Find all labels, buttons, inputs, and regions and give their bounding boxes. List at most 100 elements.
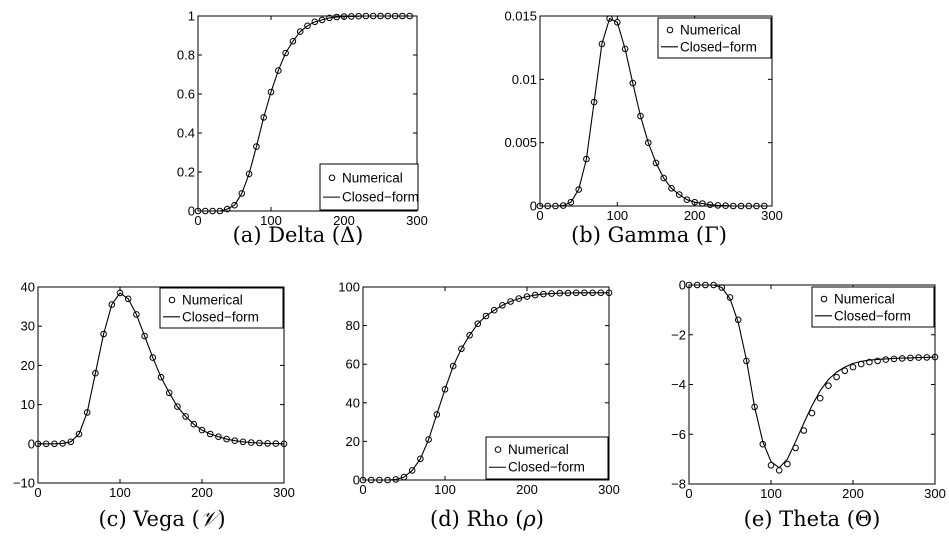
data-point-numerical	[124, 295, 132, 303]
subfigure-caption: (e) Theta (Θ)	[744, 507, 881, 531]
legend-marker-numerical	[494, 446, 502, 453]
legend-marker-numerical	[168, 296, 176, 304]
legend-box	[811, 286, 935, 328]
y-tick-label: −10	[13, 476, 35, 491]
data-point-numerical	[223, 205, 231, 213]
data-point-numerical	[75, 430, 83, 438]
data-point-numerical	[660, 174, 668, 182]
data-point-numerical	[449, 362, 457, 370]
chart-panel-1: 0 100 200 300 0 0.005 0.01 0.015 NumericalClosed…	[504, 9, 782, 248]
data-point-numerical	[882, 356, 890, 363]
y-tick-label: 10	[21, 397, 35, 412]
y-tick-label: −8	[671, 477, 686, 492]
x-tick-label: 200	[333, 213, 355, 228]
legend-box	[485, 436, 609, 480]
data-point-numerical	[408, 467, 416, 474]
data-point-numerical	[296, 28, 304, 35]
series-line-closed-form	[198, 15, 410, 212]
data-point-numerical	[417, 455, 424, 463]
data-point-numerical	[645, 139, 652, 146]
data-point-numerical	[215, 433, 222, 441]
chart-panel-2: 0 100 200 300−10010203040NumericalClosed−fo…	[13, 280, 295, 532]
plot-frame	[539, 15, 773, 207]
x-tick-label: 200	[842, 486, 864, 501]
legend-box	[159, 287, 284, 329]
legend-label-closed-form: Closed−form	[182, 309, 259, 324]
data-point-numerical	[575, 186, 583, 193]
x-tick-label: 100	[760, 486, 782, 501]
legend-label-numerical: Numerical	[834, 292, 895, 307]
y-tick-label: 100	[338, 280, 360, 295]
x-tick-label: 0	[34, 485, 41, 500]
y-tick-label: −4	[671, 377, 686, 392]
data-point-numerical	[206, 430, 214, 438]
data-point-numerical	[425, 436, 432, 443]
y-tick-label: 40	[21, 280, 35, 295]
data-point-numerical	[808, 409, 816, 417]
plot-frame	[37, 286, 285, 484]
y-tick-label: 0	[530, 199, 537, 214]
data-point-numerical	[149, 354, 157, 361]
x-tick-label: 300	[273, 485, 295, 500]
data-point-numerical	[238, 190, 246, 197]
data-point-numerical	[253, 143, 260, 150]
data-point-numerical	[567, 198, 575, 206]
data-point-numerical	[275, 67, 282, 74]
legend-label-numerical: Numerical	[342, 170, 403, 185]
data-point-numerical	[767, 462, 775, 469]
y-tick-label: 0	[188, 204, 195, 219]
y-tick-label: 80	[346, 318, 360, 333]
y-tick-label: 0.4	[177, 126, 195, 141]
x-tick-label: 0	[194, 213, 201, 228]
y-tick-label: 0.6	[177, 87, 195, 102]
y-tick-label: −2	[671, 327, 686, 342]
data-point-numerical	[441, 386, 449, 393]
data-point-numerical	[515, 295, 523, 302]
y-tick-label: 0.8	[177, 48, 195, 63]
x-tick-label: 300	[761, 208, 783, 223]
subfigure-caption: (b) Gamma (Γ)	[571, 223, 727, 247]
data-point-numerical	[304, 22, 311, 30]
data-point-numerical	[92, 369, 99, 377]
data-point-numerical	[433, 411, 441, 418]
data-point-numerical	[833, 373, 840, 381]
y-tick-label: 20	[21, 358, 35, 373]
y-tick-label: 60	[346, 357, 360, 372]
data-point-numerical	[874, 357, 881, 365]
legend-label-closed-form: Closed−form	[508, 460, 585, 475]
x-tick-label: 300	[598, 482, 620, 497]
y-tick-label: 20	[346, 434, 360, 449]
x-tick-label: 200	[684, 208, 706, 223]
data-point-numerical	[190, 420, 198, 428]
data-point-numerical	[83, 409, 91, 416]
y-tick-label: 0.015	[504, 9, 537, 24]
legend-marker-numerical	[820, 295, 828, 303]
legend-label-numerical: Numerical	[680, 23, 741, 38]
y-tick-label: 0	[679, 278, 686, 293]
x-tick-label: 0	[685, 486, 692, 501]
plot-frame	[362, 286, 610, 481]
data-point-numerical	[629, 79, 637, 87]
legend-label-closed-form: Closed−form	[680, 39, 757, 54]
data-point-numerical	[668, 185, 675, 192]
data-point-numerical	[652, 159, 660, 167]
series-line-closed-form	[689, 284, 936, 469]
data-point-numerical	[458, 345, 465, 353]
data-point-numerical	[289, 38, 297, 45]
legend-label-closed-form: Closed−form	[834, 308, 911, 323]
x-tick-label: 0	[359, 482, 366, 497]
legend-box	[319, 163, 419, 211]
legend-label-numerical: Numerical	[508, 442, 569, 457]
chart-panel-3: 0 100 200 300 0 20 40 60 80 100 Numerical Closed−fo…	[338, 280, 620, 532]
x-tick-label: 200	[191, 485, 213, 500]
data-point-numerical	[182, 413, 189, 420]
data-point-numerical	[675, 191, 683, 198]
y-tick-label: 30	[21, 319, 35, 334]
legend-label-numerical: Numerical	[182, 293, 243, 308]
y-tick-label: 0.005	[504, 135, 537, 150]
data-point-numerical	[141, 332, 148, 340]
plot-frame	[197, 15, 418, 212]
